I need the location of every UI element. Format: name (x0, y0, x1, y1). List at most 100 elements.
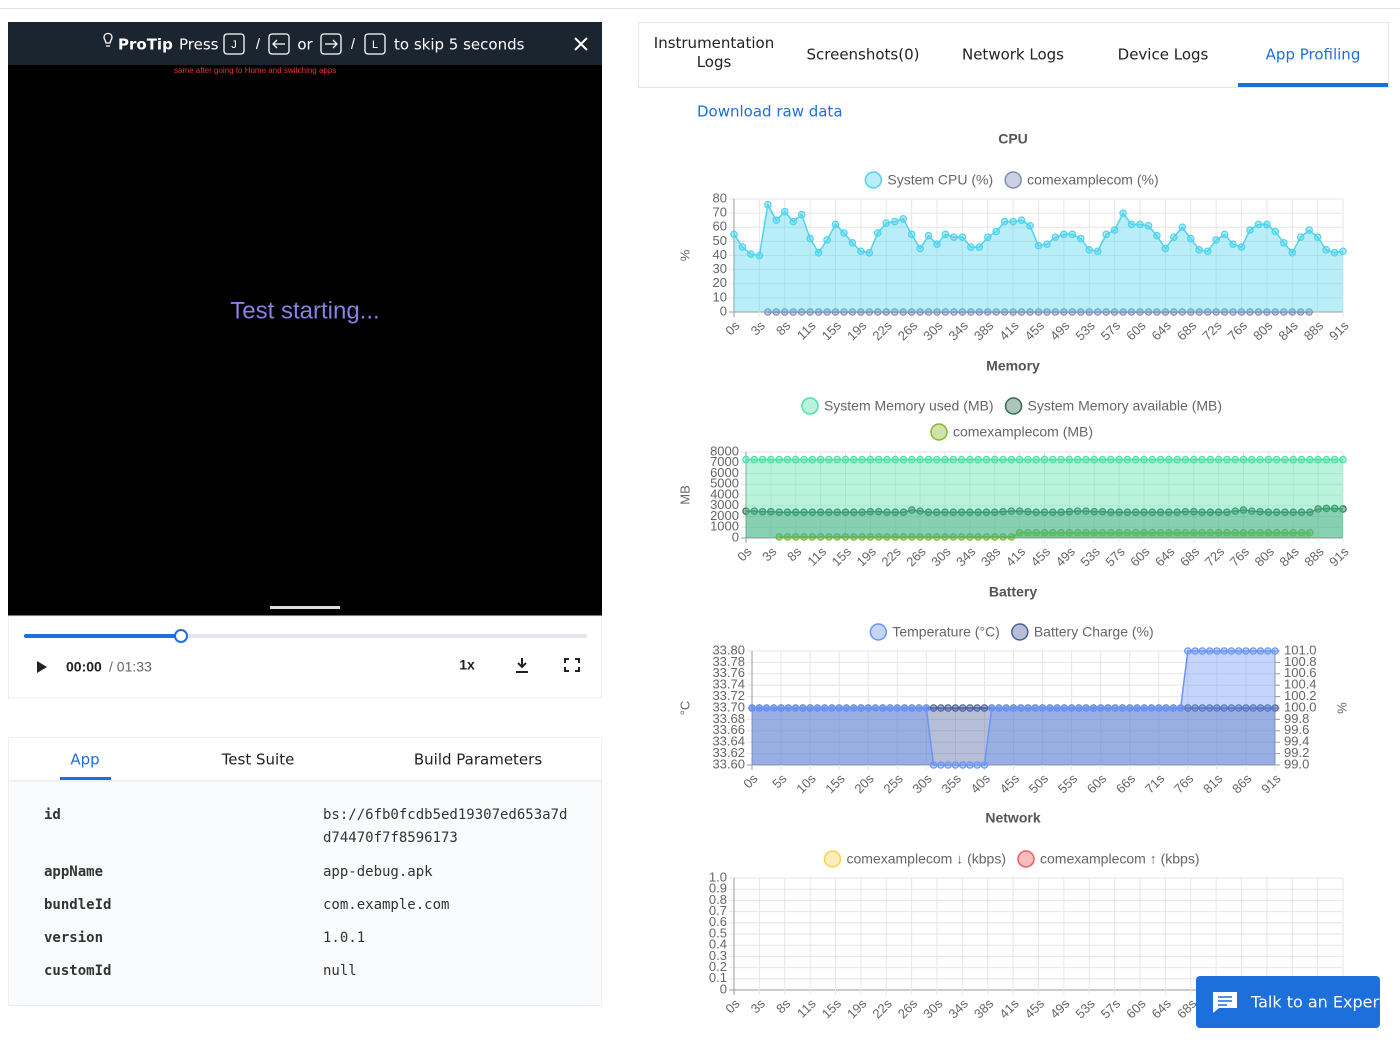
play-button[interactable] (37, 661, 47, 673)
details-tabs (9, 738, 601, 781)
data-point (1024, 528, 1032, 537)
data-point (1181, 528, 1190, 537)
data-point (1271, 647, 1279, 655)
data-point (1237, 308, 1246, 316)
data-point (1305, 308, 1313, 316)
download-button[interactable] (516, 658, 528, 673)
data-point (1281, 508, 1289, 517)
legend-swatch (1004, 171, 1022, 189)
x-tick-label: 0s (722, 996, 743, 1017)
data-point (866, 507, 875, 516)
data-point (1227, 704, 1236, 712)
x-tick-label: 88s (1301, 318, 1327, 344)
legend-swatch (1017, 850, 1035, 868)
y-tick-label: 0.9 (709, 881, 727, 896)
y-tick-label: 33.60 (712, 756, 745, 771)
data-point (1000, 308, 1009, 316)
data-point (1068, 230, 1077, 239)
data-point (1223, 508, 1231, 517)
data-point (775, 508, 783, 517)
data-point (1169, 704, 1178, 712)
data-point (775, 533, 783, 541)
data-point (1247, 528, 1256, 537)
data-point (1060, 230, 1068, 239)
data-point (949, 508, 958, 517)
tab[interactable]: Build Parameters (414, 751, 542, 769)
tab[interactable]: App Profiling (1266, 46, 1361, 64)
help-button[interactable]: Talk to an Expert (1196, 976, 1385, 1028)
data-point (1110, 226, 1119, 234)
data-point (1133, 704, 1141, 712)
data-point (772, 216, 781, 224)
x-tick-label: 35s (939, 771, 965, 797)
data-point (1024, 455, 1032, 464)
data-point (1339, 247, 1347, 256)
data-point (995, 704, 1003, 712)
data-point (874, 507, 883, 516)
help-button-bg[interactable] (1196, 976, 1380, 1028)
data-point (958, 704, 967, 712)
chat-icon-lines (1218, 996, 1232, 1006)
data-point (1189, 455, 1198, 464)
data-point (1173, 455, 1181, 464)
data-point (730, 230, 738, 239)
data-point (1205, 704, 1214, 712)
data-point (806, 234, 814, 243)
data-point (937, 704, 945, 712)
legend-swatch (1004, 397, 1023, 415)
progress-knob[interactable] (174, 629, 188, 643)
detail-value: app-debug.apk (323, 864, 433, 880)
fullscreen-button[interactable] (564, 658, 580, 672)
data-point (966, 761, 974, 769)
x-tick-label: 34s (945, 996, 971, 1022)
data-point (848, 308, 857, 316)
close-icon[interactable] (574, 37, 588, 51)
data-point (866, 533, 875, 541)
data-point (1040, 508, 1049, 517)
x-tick-label: 53s (1072, 996, 1098, 1022)
data-point (1107, 508, 1115, 517)
tab[interactable]: Device Logs (1118, 46, 1209, 64)
tab[interactable]: Test Suite (221, 751, 295, 769)
data-point (1186, 234, 1195, 243)
tab[interactable]: Network Logs (962, 46, 1064, 64)
data-point (1314, 455, 1322, 464)
data-point (1288, 308, 1297, 316)
data-point (882, 308, 891, 316)
tab[interactable]: Instrumentation Logs (653, 34, 775, 71)
data-point (864, 704, 873, 712)
data-point (1034, 241, 1043, 250)
data-point (1032, 528, 1041, 537)
y-tick-label: 70 (713, 205, 727, 220)
y-tick-label: 0 (720, 981, 727, 996)
data-point (1242, 647, 1250, 655)
data-point (1223, 455, 1231, 464)
download-link[interactable]: Download raw data (697, 103, 843, 121)
tab[interactable]: Screenshots(0) (806, 46, 919, 64)
data-point (1110, 308, 1119, 316)
tab[interactable]: App (70, 751, 99, 769)
data-point (1181, 455, 1190, 464)
data-point (783, 455, 792, 464)
data-point (949, 533, 958, 541)
data-point (949, 455, 958, 464)
data-point (1147, 704, 1156, 712)
data-point (1034, 308, 1043, 316)
y2-tick-label: 100.2 (1284, 688, 1317, 703)
data-point (1237, 243, 1246, 251)
data-point (1198, 455, 1206, 464)
data-point (1297, 508, 1306, 517)
speed-button[interactable]: 1x (459, 657, 475, 673)
help-button-label[interactable]: Talk to an Expert (1250, 993, 1385, 1012)
current-time: 00:00 (66, 659, 102, 675)
data-point (1082, 455, 1090, 464)
data-point (1144, 308, 1153, 316)
x-tick-label: 15s (819, 996, 845, 1022)
y2-tick-label: 100.4 (1284, 677, 1317, 692)
data-point (1272, 508, 1281, 517)
data-point (924, 231, 933, 240)
data-point (957, 508, 966, 517)
x-tick-label: 60s (1084, 771, 1110, 797)
data-point (908, 533, 916, 541)
data-point (783, 533, 792, 541)
